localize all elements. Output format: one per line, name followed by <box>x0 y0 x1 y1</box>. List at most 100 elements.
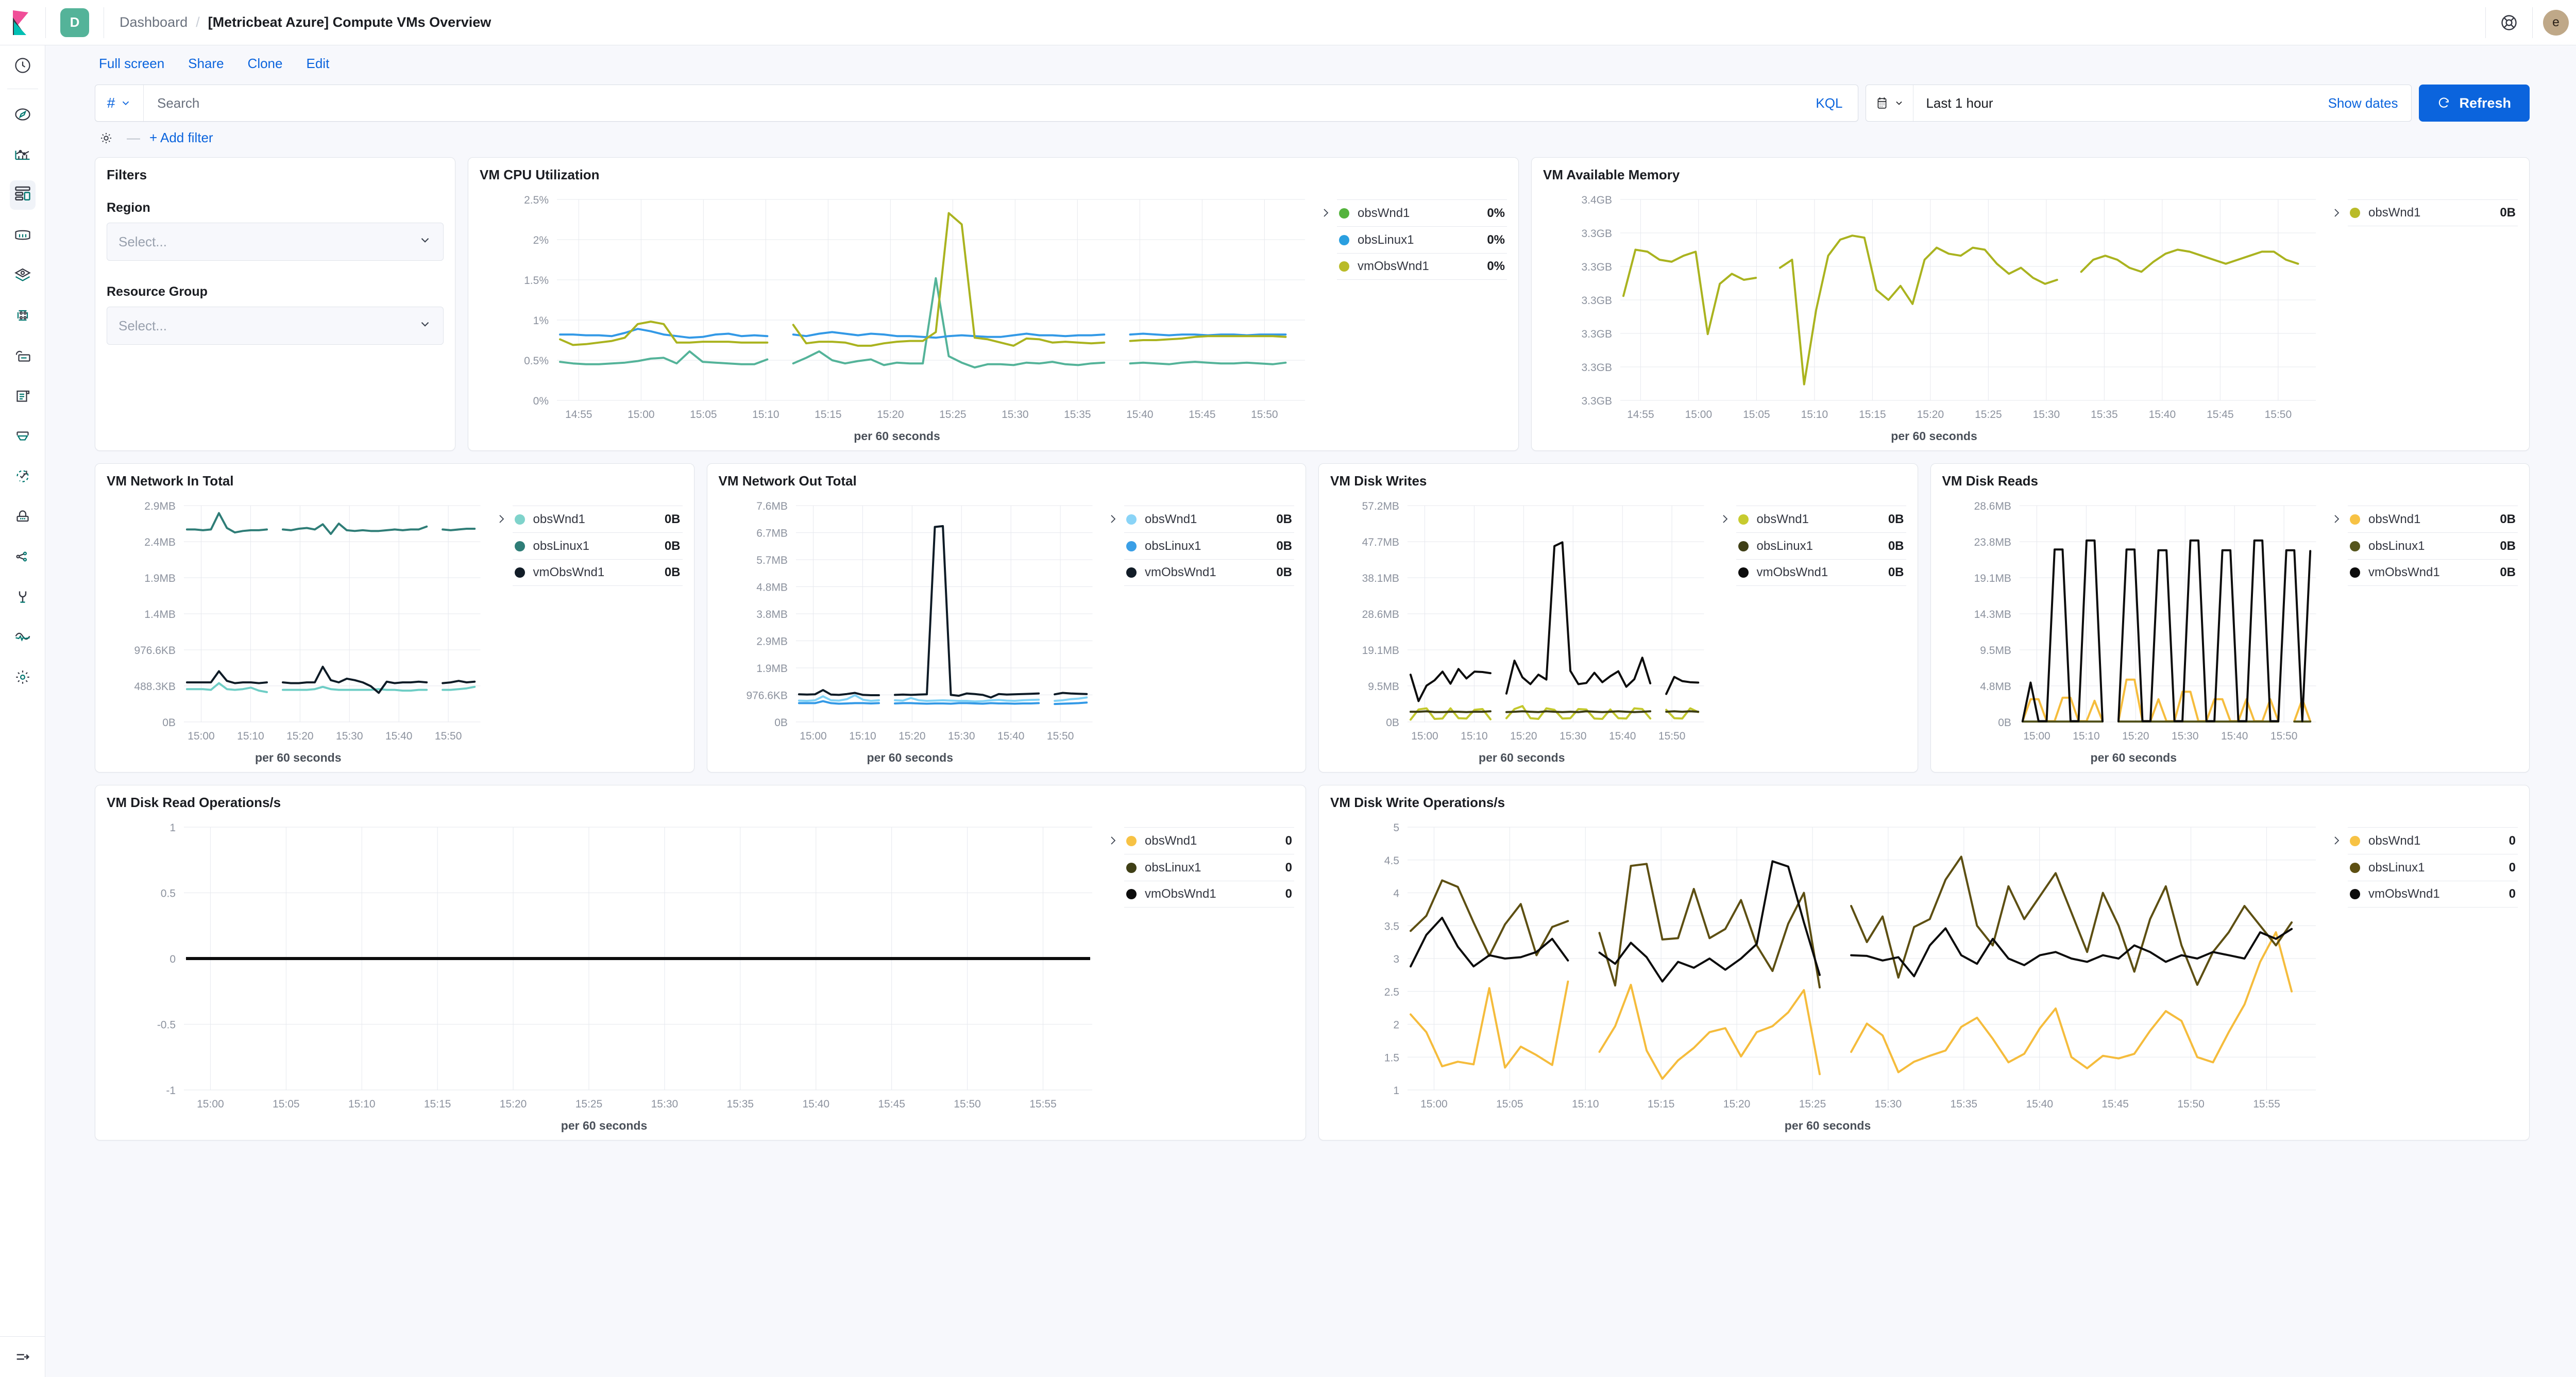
series-line <box>559 277 1287 368</box>
legend-expand-button[interactable] <box>2325 506 2348 525</box>
legend-series-name: obsLinux1 <box>1756 539 1813 553</box>
user-menu-button[interactable]: e <box>2533 0 2576 45</box>
chart-svg: 0B 9.5MB 19.1MB 28.6MB 38.1MB 47.7MB 57.2MB 15:… <box>1362 500 1704 742</box>
x-axis-tick: 15:05 <box>690 409 717 421</box>
chart-plot-area[interactable]: 0B 4.8MB 9.5MB 14.3MB 19.1MB 23.8MB 28.6MB 15:0… <box>1942 492 2326 765</box>
help-button[interactable] <box>2486 0 2532 45</box>
legend-expand-button[interactable] <box>1101 827 1124 847</box>
show-dates-button[interactable]: Show dates <box>2328 95 2398 111</box>
edit-button[interactable]: Edit <box>306 55 330 71</box>
legend-item[interactable]: vmObsWnd1 0B <box>512 559 683 586</box>
legend-color-dot <box>1738 567 1749 578</box>
legend-item[interactable]: obsWnd1 0 <box>2348 827 2518 854</box>
legend-item[interactable]: obsLinux1 0% <box>1337 226 1507 253</box>
sidebar-item-machine-learning[interactable] <box>0 295 45 335</box>
chart-plot-area[interactable]: 0% 0.5% 1% 1.5% 2% 2.5% 14:55 15:00 15:05 15:10 15… <box>480 186 1314 443</box>
x-axis-tick: 15:35 <box>1951 1098 1978 1110</box>
sidebar-item-canvas[interactable] <box>0 215 45 255</box>
chart-plot-area[interactable]: -1 -0.5 0 0.5 1 15:00 15:05 15:10 15:15 15:20 15:2… <box>107 814 1101 1133</box>
legend-item[interactable]: obsLinux1 0B <box>1124 532 1294 559</box>
legend-expand-button[interactable] <box>1101 506 1124 525</box>
legend-item[interactable]: obsLinux1 0B <box>512 532 683 559</box>
legend-item[interactable]: obsWnd1 0B <box>1124 506 1294 532</box>
legend-expand-button[interactable] <box>1314 199 1337 219</box>
panel-vm-network-out-total: VM Network Out Total 0B 976.6KB 1.9MB 2.9MB 3… <box>706 463 1306 773</box>
legend-item[interactable]: vmObsWnd1 0B <box>2348 559 2518 586</box>
sidebar-item-siem[interactable] <box>0 496 45 536</box>
legend-item[interactable]: obsWnd1 0% <box>1337 199 1507 226</box>
sidebar-item-dashboard[interactable] <box>0 175 45 215</box>
chart-plot-area[interactable]: 0B 488.3KB 976.6KB 1.4MB 1.9MB 2.4MB 2.9MB 15:0… <box>107 492 490 765</box>
selected-highlight <box>9 180 36 210</box>
legend-item[interactable]: obsWnd1 0B <box>1736 506 1906 532</box>
sidebar-nav <box>0 45 45 1377</box>
sidebar-item-uptime[interactable] <box>0 456 45 496</box>
full-screen-button[interactable]: Full screen <box>99 55 165 71</box>
region-select[interactable]: Select... <box>107 223 444 261</box>
space-avatar[interactable]: D <box>60 8 89 37</box>
filter-group-region: Region Select... <box>107 200 444 261</box>
sidebar-item-infrastructure[interactable] <box>0 335 45 376</box>
series-line <box>1409 705 1700 721</box>
x-axis-tick: 15:10 <box>849 730 876 742</box>
y-axis-tick: 3.3GB <box>1581 395 1612 407</box>
sidebar-item-recently-viewed[interactable] <box>0 45 45 86</box>
chevron-right-icon <box>1111 836 1116 845</box>
x-axis-tick: 15:25 <box>575 1098 603 1110</box>
breadcrumb-dashboard[interactable]: Dashboard <box>120 14 188 30</box>
legend-item[interactable]: obsWnd1 0B <box>2348 199 2518 226</box>
legend-item[interactable]: obsLinux1 0B <box>1736 532 1906 559</box>
legend-item[interactable]: vmObsWnd1 0 <box>1124 881 1294 908</box>
quick-select-button[interactable] <box>1866 85 1914 121</box>
legend-item[interactable]: vmObsWnd1 0B <box>1124 559 1294 586</box>
legend-item[interactable]: obsWnd1 0B <box>2348 506 2518 532</box>
time-range-value[interactable]: Last 1 hour <box>1926 95 1993 111</box>
legend-item[interactable]: vmObsWnd1 0 <box>2348 881 2518 908</box>
sidebar-item-monitoring[interactable] <box>0 577 45 617</box>
sidebar-collapse-button[interactable] <box>0 1336 45 1377</box>
y-axis-tick: 0.5 <box>161 888 176 900</box>
sidebar-item-apm[interactable] <box>0 416 45 456</box>
legend-expand-button[interactable] <box>1714 506 1736 525</box>
x-axis-tick: 15:05 <box>1743 409 1770 421</box>
search-input[interactable]: Search <box>157 95 200 111</box>
search-input-wrapper[interactable]: # Search KQL <box>95 85 1859 122</box>
chart-plot-area[interactable]: 1 1.5 2 2.5 3 3.5 4 4.5 5 15:00 15:05 15:10 15:15 15:… <box>1330 814 2325 1133</box>
chart-plot-area[interactable]: 0B 976.6KB 1.9MB 2.9MB 3.8MB 4.8MB 5.7MB 6.7MB 7… <box>719 492 1102 765</box>
resource-group-select[interactable]: Select... <box>107 307 444 345</box>
sidebar-item-discover[interactable] <box>0 94 45 135</box>
legend-item[interactable]: obsWnd1 0B <box>512 506 683 532</box>
filter-options-button[interactable] <box>95 130 117 146</box>
sidebar-item-management[interactable] <box>0 657 45 697</box>
layers-icon <box>14 268 31 281</box>
legend-expand-button[interactable] <box>2325 827 2348 847</box>
legend-series-value: 0B <box>1888 565 1904 579</box>
legend-item[interactable]: obsLinux1 0 <box>2348 854 2518 881</box>
legend-expand-button[interactable] <box>490 506 513 525</box>
query-language-button[interactable]: KQL <box>1816 95 1843 111</box>
legend-item[interactable]: vmObsWnd1 0B <box>1736 559 1906 586</box>
kibana-logo-icon[interactable] <box>0 0 45 45</box>
legend-item[interactable]: obsLinux1 0B <box>2348 532 2518 559</box>
refresh-button[interactable]: Refresh <box>2419 85 2530 122</box>
x-axis-tick: 15:10 <box>2073 730 2099 742</box>
panel-vm-cpu-utilization: VM CPU Utilization 0% 0.5% 1% 1.5% 2% 2.5% 14:5… <box>468 157 1519 451</box>
index-pattern-selector[interactable]: # <box>95 85 144 121</box>
chart-plot-area[interactable]: 0B 9.5MB 19.1MB 28.6MB 38.1MB 47.7MB 57.2MB 15:… <box>1330 492 1714 765</box>
legend-expand-button[interactable] <box>2325 199 2348 219</box>
share-button[interactable]: Share <box>188 55 224 71</box>
sidebar-item-maps[interactable] <box>0 255 45 295</box>
legend-item[interactable]: obsWnd1 0 <box>1124 827 1294 854</box>
sidebar-item-logs[interactable] <box>0 376 45 416</box>
legend-item[interactable]: obsLinux1 0 <box>1124 854 1294 881</box>
time-picker[interactable]: Last 1 hour Show dates <box>1866 85 2412 122</box>
chart-plot-area[interactable]: 3.3GB 3.3GB 3.3GB 3.3GB 3.3GB 3.3GB 3.4GB 14:55… <box>1543 186 2325 443</box>
panel-body: 0B 488.3KB 976.6KB 1.4MB 1.9MB 2.4MB 2.9MB 15:0… <box>107 492 683 765</box>
clone-button[interactable]: Clone <box>247 55 283 71</box>
apm-icon <box>16 431 29 441</box>
add-filter-button[interactable]: + Add filter <box>149 130 213 145</box>
sidebar-item-visualize[interactable] <box>0 135 45 175</box>
sidebar-item-metrics[interactable] <box>0 617 45 657</box>
legend-item[interactable]: vmObsWnd1 0% <box>1337 253 1507 280</box>
sidebar-item-dev-tools[interactable] <box>0 536 45 577</box>
